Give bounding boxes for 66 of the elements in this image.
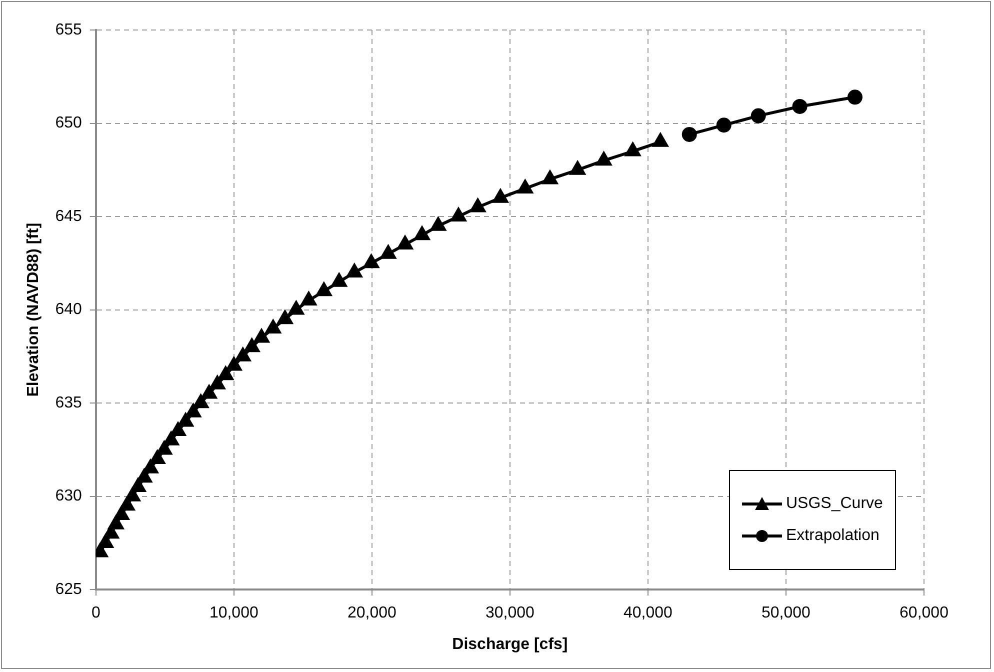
point: [178, 413, 194, 427]
point: [226, 357, 242, 371]
point: [98, 534, 114, 548]
point: [380, 245, 396, 259]
point: [518, 180, 533, 194]
point: [210, 376, 225, 390]
point: [218, 366, 234, 380]
point: [750, 108, 766, 124]
y-axis-title: Elevation (NAVD88) [ft]: [25, 222, 42, 397]
legend-label: Extrapolation: [786, 526, 880, 545]
x-tick-label: 50,000: [762, 604, 811, 622]
point: [108, 516, 124, 530]
point: [414, 226, 430, 240]
x-tick-label: 20,000: [347, 604, 396, 622]
x-tick-label: 10,000: [209, 604, 258, 622]
point: [235, 348, 250, 362]
point: [847, 90, 862, 105]
point: [492, 189, 508, 203]
y-tick-label: 630: [55, 488, 82, 505]
point: [170, 422, 186, 436]
y-tick-label: 645: [55, 208, 82, 225]
point: [596, 152, 612, 166]
point: [542, 170, 558, 184]
x-tick-label: 0: [91, 604, 100, 622]
point: [397, 236, 413, 250]
point: [156, 441, 172, 455]
point: [792, 98, 808, 114]
point: [244, 338, 260, 352]
y-tick-label: 635: [55, 394, 82, 412]
point: [277, 310, 293, 324]
x-tick-label: 30,000: [485, 604, 535, 622]
point: [202, 385, 217, 399]
point: [288, 301, 304, 315]
x-tick-label: 40,000: [623, 604, 673, 622]
point: [470, 198, 486, 212]
point: [346, 264, 362, 278]
point: [364, 254, 379, 268]
point: [119, 497, 135, 511]
point: [142, 460, 158, 474]
point: [193, 394, 208, 408]
x-tick-label: 60,000: [900, 604, 949, 622]
point: [164, 432, 179, 446]
point: [652, 133, 668, 147]
y-tick-label: 655: [55, 21, 82, 38]
y-tick-label: 650: [55, 114, 82, 132]
point: [150, 450, 165, 464]
point: [136, 469, 152, 483]
point: [430, 217, 446, 231]
point: [316, 282, 332, 296]
legend-label: USGS_Curve: [786, 494, 883, 513]
point: [570, 161, 586, 175]
y-tick-label: 625: [55, 581, 82, 598]
point: [625, 142, 640, 156]
point: [186, 404, 201, 418]
point: [332, 273, 347, 287]
point: [114, 506, 129, 520]
point: [682, 126, 697, 142]
x-axis-title: Discharge [cfs]: [452, 636, 568, 653]
point: [254, 329, 270, 343]
point: [301, 292, 316, 306]
y-tick-label: 640: [55, 301, 82, 318]
point: [716, 118, 732, 133]
point: [266, 320, 281, 334]
point: [130, 478, 146, 492]
point: [450, 208, 466, 222]
point: [124, 488, 140, 502]
